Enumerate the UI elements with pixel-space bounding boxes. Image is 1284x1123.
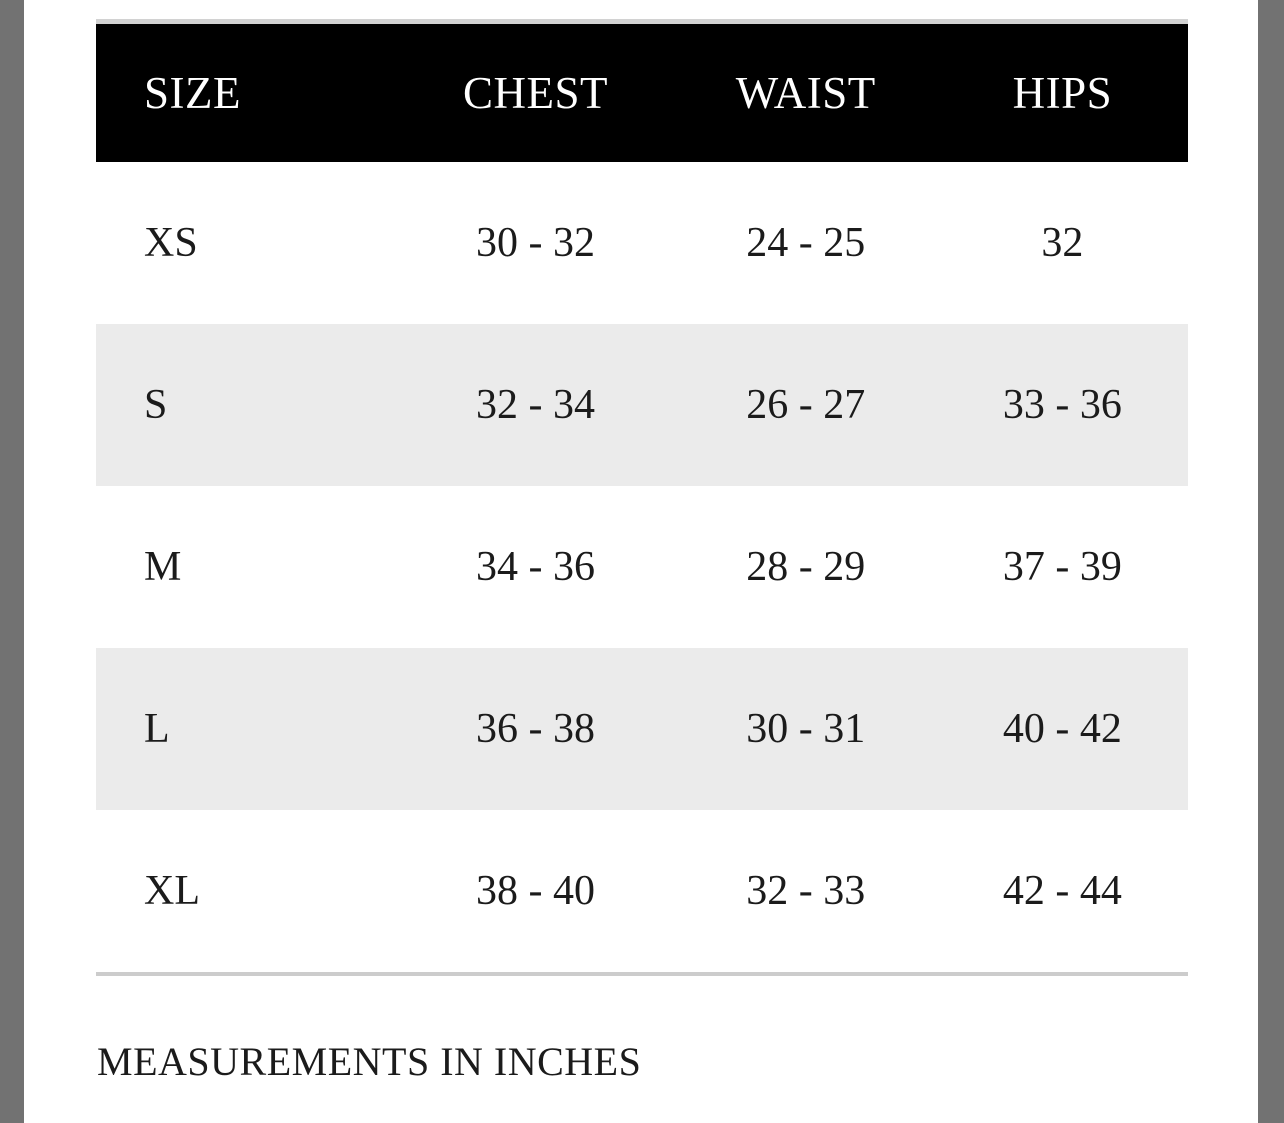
measurement-units-note: MEASUREMENTS IN INCHES xyxy=(97,1039,642,1084)
cell-chest: 32 - 34 xyxy=(396,324,675,486)
cell-size: XS xyxy=(144,220,198,266)
column-header-chest: CHEST xyxy=(463,68,609,118)
cell-hips: 33 - 36 xyxy=(936,324,1188,486)
table-row: XS 30 - 32 24 - 25 32 xyxy=(96,162,1188,324)
size-chart-table-body: XS 30 - 32 24 - 25 32 S 32 - 34 26 - 27 … xyxy=(96,162,1188,972)
cell-hips: 40 - 42 xyxy=(936,648,1188,810)
cell-size: M xyxy=(144,544,182,590)
table-row: XL 38 - 40 32 - 33 42 - 44 xyxy=(96,810,1188,972)
table-header-row: SIZE CHEST WAIST HIPS xyxy=(96,24,1188,162)
cell-chest: 38 - 40 xyxy=(476,868,596,914)
cell-size: XL xyxy=(144,868,200,914)
page-canvas: SIZE CHEST WAIST HIPS XS 30 - 32 24 - 25… xyxy=(24,0,1258,1123)
chart-bottom-divider xyxy=(96,972,1188,976)
cell-size: L xyxy=(96,648,397,810)
cell-hips: 42 - 44 xyxy=(1002,868,1122,914)
cell-waist: 28 - 29 xyxy=(746,544,866,590)
cell-chest: 34 - 36 xyxy=(476,544,596,590)
column-header-size: SIZE xyxy=(144,68,241,118)
cell-waist: 30 - 31 xyxy=(674,648,937,810)
table-row: L 36 - 38 30 - 31 40 - 42 xyxy=(96,648,1188,810)
column-header-hips: HIPS xyxy=(1012,68,1113,118)
cell-chest: 36 - 38 xyxy=(396,648,675,810)
cell-chest: 30 - 32 xyxy=(476,220,596,266)
cell-size: S xyxy=(96,324,397,486)
right-page-gutter xyxy=(1258,0,1284,1123)
left-page-gutter xyxy=(0,0,24,1123)
size-chart-table-header: SIZE CHEST WAIST HIPS xyxy=(96,24,1188,162)
chart-top-divider xyxy=(96,19,1188,24)
cell-waist: 32 - 33 xyxy=(746,868,866,914)
cell-waist: 24 - 25 xyxy=(746,220,866,266)
size-chart-table: SIZE CHEST WAIST HIPS XS 30 - 32 24 - 25… xyxy=(96,24,1188,972)
cell-hips: 32 xyxy=(1041,220,1084,266)
size-chart: SIZE CHEST WAIST HIPS XS 30 - 32 24 - 25… xyxy=(96,19,1188,1085)
cell-waist: 26 - 27 xyxy=(674,324,937,486)
table-row: S 32 - 34 26 - 27 33 - 36 xyxy=(96,324,1188,486)
cell-hips: 37 - 39 xyxy=(1002,544,1122,590)
column-header-waist: WAIST xyxy=(735,68,876,118)
table-row: M 34 - 36 28 - 29 37 - 39 xyxy=(96,486,1188,648)
